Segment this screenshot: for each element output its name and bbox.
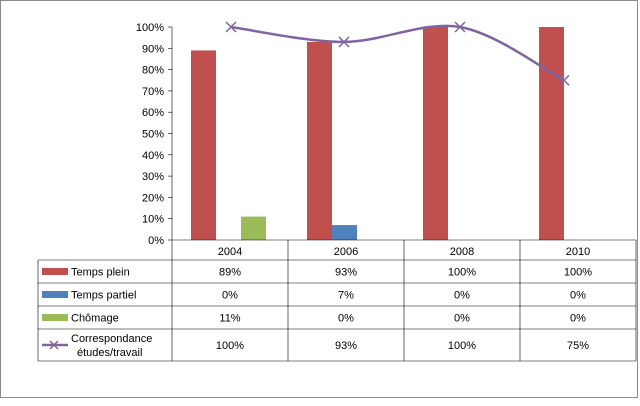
line-correspondance [230,24,565,82]
data-label-temps-plein-2004: 89% [219,267,241,279]
y-axis: 0% 10% 20% 30% 40% 50% 60% 70% 80% 90% 100% [136,22,173,247]
data-label-ch-mage-2004: 11% [219,313,240,325]
data-label-ch-mage-2010: 0% [570,313,586,325]
legend-label-line: Correspondance [71,333,152,345]
legend-key-temps-plein [42,268,68,275]
y-tick-label: 0% [148,235,164,247]
bar-temps-plein-2006 [307,41,332,240]
data-label-temps-plein-2008: 100% [448,267,476,279]
chart-frame: 0% 10% 20% 30% 40% 50% 60% 70% 80% 90% 100% 2004 20… [0,0,638,398]
data-label-correspondance-tudes-travail-2006: 93% [335,340,357,352]
legend-label-correspondance-tudes-travail: Correspondance études/travail [71,333,152,359]
y-tick-label: 30% [142,171,164,183]
category-label-2004: 2004 [218,246,242,258]
legend-label-temps-plein: Temps plein [71,267,130,279]
data-label-temps-partiel-2006: 7% [338,290,354,302]
data-label-temps-partiel-2010: 0% [570,290,586,302]
line-series [225,21,570,86]
bar-temps-partiel-2006 [332,225,357,240]
bar-series [191,27,564,241]
legend-key-ch-mage [42,314,68,321]
bar-ch-mage-2004 [241,216,266,240]
category-label-2008: 2008 [450,246,474,258]
data-label-ch-mage-2008: 0% [454,313,470,325]
data-table: 2004 2006 2008 2010 Temps plein 89% 93% 100% 100… [37,239,637,362]
legend-key-marker [49,340,59,350]
y-tick-label: 90% [142,43,164,55]
y-tick-label: 10% [142,214,164,226]
data-label-temps-partiel-2004: 0% [222,290,238,302]
line-marker-2008 [454,21,466,33]
bar-temps-plein-2010 [539,27,564,240]
data-label-correspondance-tudes-travail-2008: 100% [448,340,476,352]
category-label-2006: 2006 [334,246,358,258]
y-tick-label: 20% [142,192,164,204]
bar-temps-plein-2008 [423,27,448,240]
legend-label-temps-partiel: Temps partiel [71,290,136,302]
y-tick-label: 100% [136,22,164,34]
data-label-temps-partiel-2008: 0% [454,290,470,302]
y-tick-label: 60% [142,107,164,119]
y-tick-label: 50% [142,129,164,141]
data-label-ch-mage-2006: 0% [338,313,354,325]
line-marker-2010 [558,74,570,86]
data-label-temps-plein-2010: 100% [564,267,592,279]
data-label-temps-plein-2006: 93% [335,267,357,279]
line-marker-2006 [338,36,350,48]
legend-label-line: études/travail [77,347,142,359]
category-label-2010: 2010 [566,246,590,258]
y-tick-label: 80% [142,65,164,77]
legend-key-temps-partiel [42,291,68,298]
data-label-correspondance-tudes-travail-2010: 75% [567,340,589,352]
legend-label-ch-mage: Chômage [71,313,119,325]
line-marker-2004 [225,21,237,33]
bar-temps-plein-2004 [191,50,216,241]
data-label-correspondance-tudes-travail-2004: 100% [216,340,244,352]
y-tick-label: 40% [142,150,164,162]
y-tick-label: 70% [142,86,164,98]
